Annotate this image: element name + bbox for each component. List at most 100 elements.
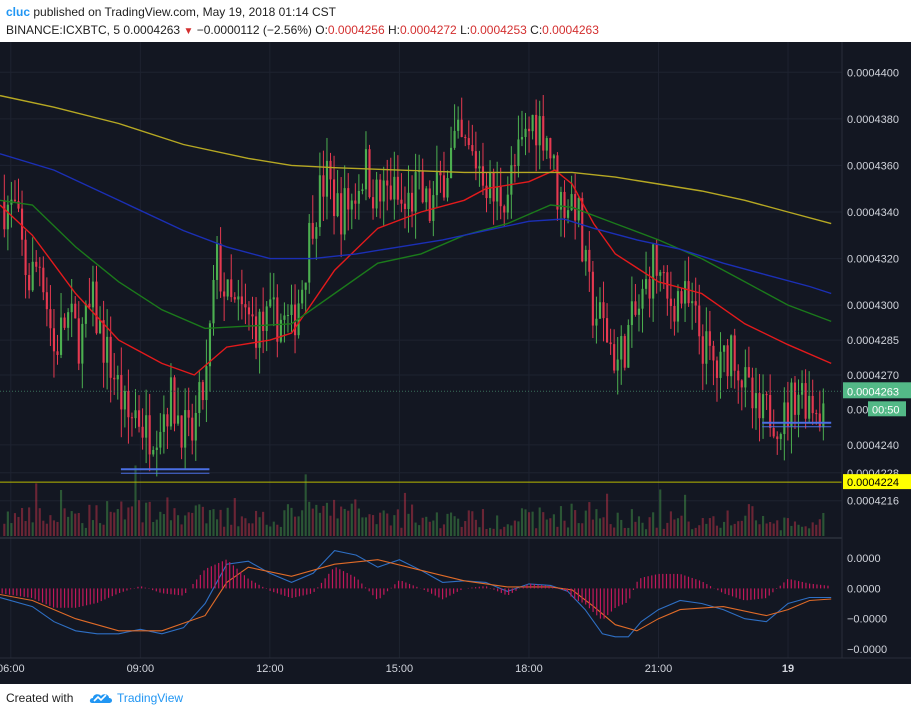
volume-bar: [520, 508, 524, 536]
candle-body: [708, 331, 711, 346]
price-tick-label: 0.0004320: [847, 254, 899, 266]
candle-body: [148, 415, 151, 455]
candle-body: [28, 275, 31, 291]
volume-bar: [91, 520, 95, 536]
volume-bar: [49, 515, 52, 536]
candle-body: [488, 172, 492, 199]
volume-bar: [496, 515, 499, 536]
candle-body: [726, 345, 729, 377]
price-chart[interactable]: 0.0004400 0.0004380 0.0004360 0.0004340 0.00…: [0, 42, 911, 684]
indicator-lines: [0, 94, 842, 483]
volume-bar: [102, 524, 105, 536]
candle-body: [20, 208, 24, 240]
candle-body: [400, 199, 403, 204]
volume-bar: [634, 521, 637, 536]
volume-bar: [308, 501, 311, 536]
volume-bar: [545, 519, 548, 536]
candle-body: [137, 410, 141, 427]
candle-body: [513, 165, 516, 167]
volume-bar: [240, 516, 243, 536]
volume-bar: [723, 521, 726, 536]
time-tick-label: 09:00: [127, 663, 155, 675]
volume-bar: [24, 521, 27, 536]
volume-bar: [453, 516, 456, 536]
tradingview-brand-link[interactable]: TradingView: [117, 691, 184, 705]
candle-body: [265, 306, 268, 331]
candle-body: [219, 243, 222, 292]
volume-bar: [591, 519, 594, 536]
volume-bar: [283, 510, 286, 536]
volume-bar: [20, 507, 24, 536]
tradingview-cloud-icon[interactable]: [88, 688, 114, 708]
close-value: 0.0004263: [542, 23, 599, 37]
volume-bar: [389, 525, 392, 536]
candle-body: [733, 335, 736, 371]
candle-body: [410, 192, 414, 212]
ema-line: [0, 94, 832, 225]
volume-bar: [460, 526, 463, 536]
time-tick-label: 18:00: [515, 663, 543, 675]
candle-body: [59, 317, 63, 355]
candle-body: [715, 360, 719, 378]
candle-body: [790, 382, 793, 427]
candle-body: [581, 198, 584, 262]
candle-body: [24, 239, 27, 276]
volume-bar: [659, 489, 662, 536]
candle-body: [758, 393, 761, 419]
candle-body: [808, 395, 811, 419]
signal-line: [0, 559, 832, 632]
volume-bar: [269, 526, 272, 536]
candle-body: [449, 147, 453, 179]
candle-body: [325, 160, 329, 197]
candle-body: [251, 314, 254, 317]
volume-bar: [173, 508, 176, 536]
candle-body: [584, 249, 587, 262]
symbol-label[interactable]: BINANCE:ICXBTC, 5: [6, 23, 121, 37]
volume-bar: [10, 523, 13, 536]
author-name[interactable]: cluc: [6, 5, 31, 19]
candle-body: [205, 366, 208, 401]
candle-body: [315, 227, 318, 239]
volume-bar: [733, 523, 736, 536]
candle-body: [212, 279, 215, 324]
volume-bar: [676, 518, 680, 536]
candle-body: [719, 351, 722, 378]
volume-bar: [208, 510, 212, 536]
volume-bar: [176, 515, 180, 536]
volume-bar: [744, 515, 747, 536]
volume-bar: [737, 521, 740, 536]
chart-area[interactable]: 0.0004400 0.0004380 0.0004360 0.0004340 0.00…: [0, 42, 911, 684]
volume-bar: [499, 529, 502, 536]
volume-bars: [3, 465, 825, 536]
volume-bar: [740, 520, 743, 536]
candle-body: [659, 272, 662, 276]
volume-bar: [605, 493, 609, 536]
close-label: C:: [530, 23, 543, 37]
volume-bar: [35, 483, 38, 536]
candle-body: [421, 170, 424, 203]
volume-bar: [180, 524, 183, 536]
volume-bar: [786, 518, 789, 536]
candle-body: [481, 166, 485, 186]
candle-body: [769, 394, 772, 428]
volume-bar: [152, 521, 155, 536]
candle-body: [106, 336, 109, 363]
volume-bar: [95, 505, 98, 536]
volume-bar: [556, 526, 559, 536]
volume-bar: [42, 520, 45, 536]
candle-body: [620, 336, 623, 360]
candle-body: [361, 189, 364, 191]
volume-bar: [641, 522, 644, 536]
candle-body: [762, 394, 765, 419]
candle-body: [258, 311, 261, 348]
candle-body: [591, 271, 594, 326]
volume-bar: [141, 522, 144, 536]
candle-body: [467, 138, 470, 146]
high-value: 0.0004272: [400, 23, 457, 37]
volume-bar: [28, 507, 31, 536]
volume-bar: [311, 508, 314, 536]
candle-body: [496, 186, 499, 202]
candle-body: [478, 166, 481, 169]
volume-bar: [371, 515, 375, 536]
volume-bar: [464, 521, 467, 536]
